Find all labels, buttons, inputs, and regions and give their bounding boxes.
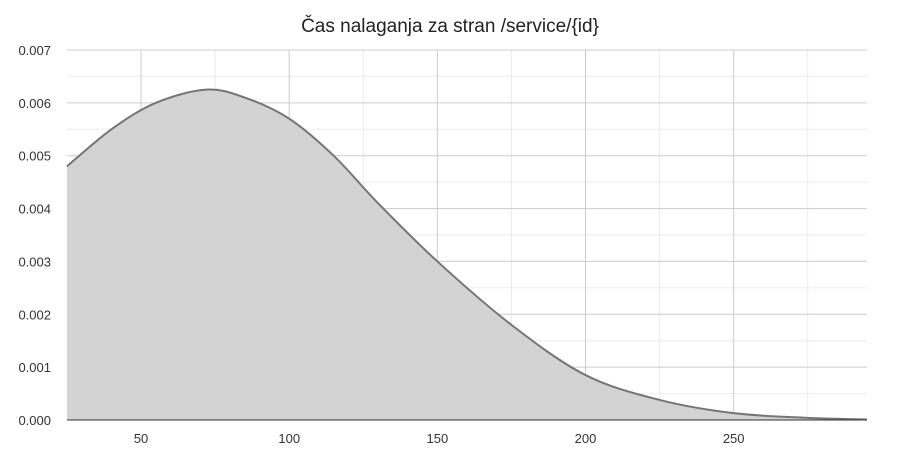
y-tick-label: 0.002 — [18, 307, 51, 322]
x-tick-label: 150 — [427, 431, 449, 446]
y-tick-label: 0.006 — [18, 96, 51, 111]
density-area — [67, 89, 867, 421]
y-tick-label: 0.007 — [18, 43, 51, 58]
y-tick-label: 0.005 — [18, 149, 51, 164]
x-tick-label: 200 — [575, 431, 597, 446]
plot-area — [66, 88, 868, 421]
y-tick-label: 0.001 — [18, 360, 51, 375]
y-tick-label: 0.003 — [18, 254, 51, 269]
chart-title: Čas nalaganja za stran /service/{id} — [301, 15, 599, 37]
y-tick-label: 0.004 — [18, 202, 51, 217]
x-tick-label: 100 — [278, 431, 300, 446]
x-tick-label: 250 — [723, 431, 745, 446]
density-line — [66, 88, 868, 421]
y-tick-label: 0.000 — [18, 413, 51, 428]
x-tick-label: 50 — [134, 431, 148, 446]
axis-ticks: 0.000 0.001 0.002 0.003 0.004 0.005 0.006 0.007… — [18, 43, 744, 446]
